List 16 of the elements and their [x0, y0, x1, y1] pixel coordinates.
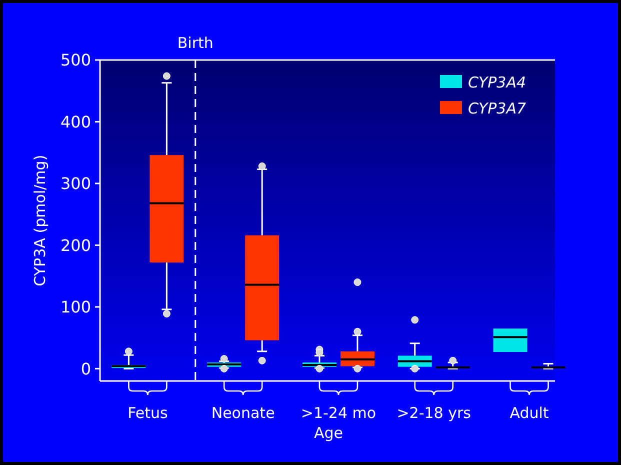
y-tick-label: 500: [60, 50, 91, 70]
y-tick-label: 0: [80, 359, 91, 378]
x-tick-label: >2-18 yrs: [396, 404, 472, 422]
x-axis-title: Age: [314, 424, 343, 442]
y-tick-label: 100: [60, 298, 91, 317]
legend-label: CYP3A7: [468, 99, 526, 118]
y-axis-title: CYP3A (pmol/mg): [31, 154, 49, 286]
y-tick-label: 400: [60, 112, 91, 132]
y-tick-label: 300: [60, 174, 91, 194]
x-tick-label: >1-24 mo: [300, 404, 376, 422]
x-tick-label: Fetus: [128, 404, 168, 422]
text: Birth: [177, 34, 214, 52]
x-tick-label: Adult: [510, 404, 549, 422]
x-tick-label: Neonate: [211, 404, 275, 422]
legend-label: CYP3A4: [468, 73, 526, 92]
y-tick-label: 200: [60, 236, 91, 255]
